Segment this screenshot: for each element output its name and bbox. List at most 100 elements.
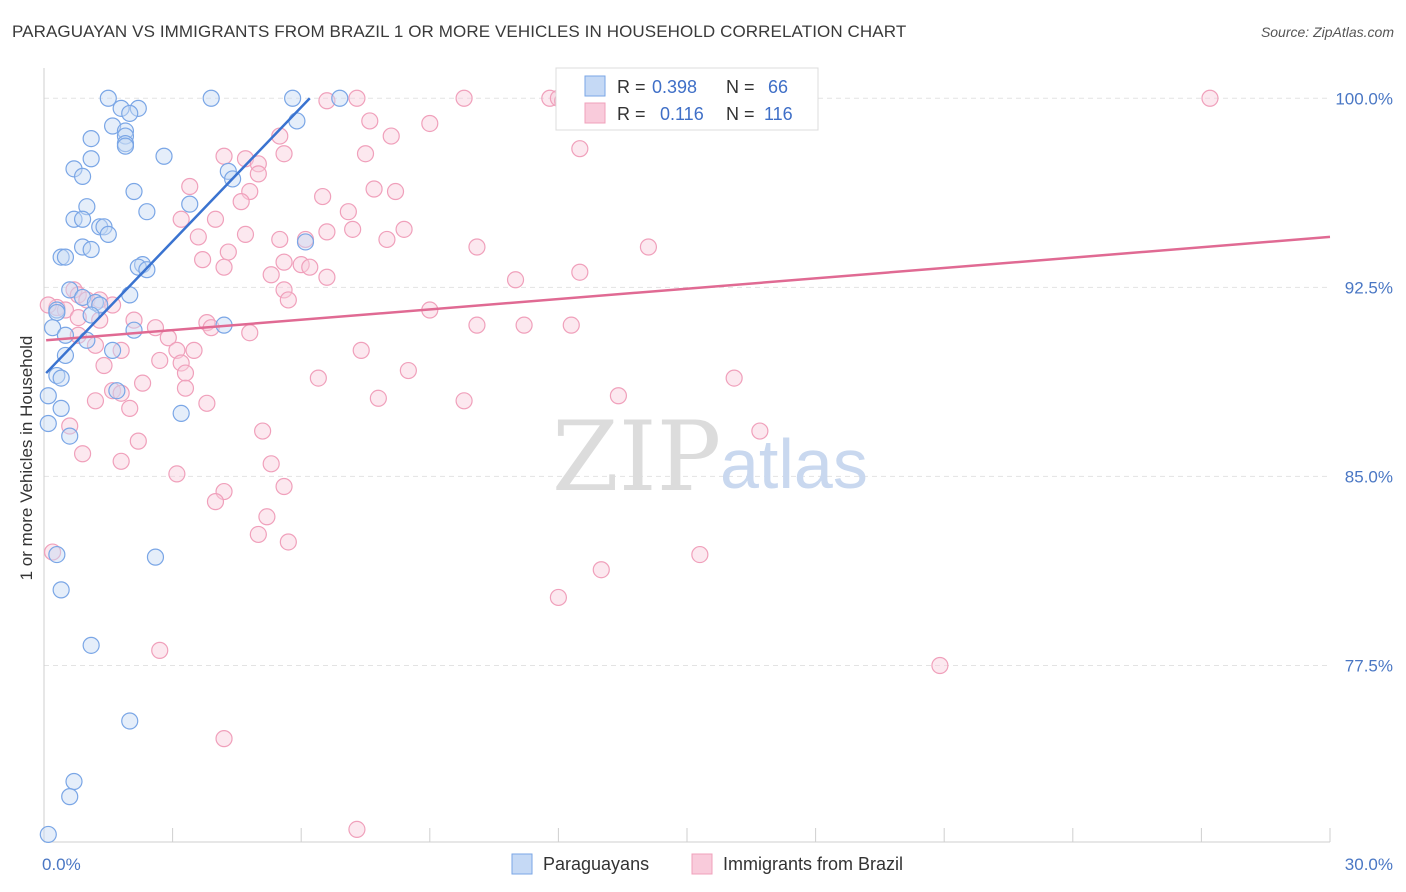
data-point: [1201, 89, 1219, 107]
data-point: [125, 311, 143, 329]
watermark-zip: ZIP: [552, 401, 721, 513]
data-point: [103, 117, 122, 135]
data-point: [275, 477, 293, 496]
data-point: [185, 341, 203, 359]
data-point: [194, 251, 212, 269]
data-point: [284, 89, 302, 107]
data-point: [56, 326, 75, 344]
data-point: [206, 493, 225, 511]
data-point: [515, 316, 533, 334]
data-point: [48, 303, 66, 322]
data-point: [378, 230, 396, 249]
data-point: [241, 324, 259, 342]
legend-swatch-blue: [584, 75, 606, 97]
data-point: [39, 387, 57, 405]
data-point: [146, 548, 165, 566]
legend-r-label-2: R =: [617, 104, 646, 124]
data-point: [386, 182, 405, 201]
chart-title: PARAGUAYAN VS IMMIGRANTS FROM BRAZIL 1 O…: [12, 22, 907, 41]
y-tick-label-0: 100.0%: [1335, 89, 1393, 108]
data-point: [73, 210, 92, 228]
data-point: [369, 389, 387, 407]
data-point: [288, 112, 306, 130]
data-point: [215, 147, 233, 165]
data-point: [348, 89, 366, 107]
data-point: [48, 545, 66, 564]
data-point: [348, 820, 366, 838]
data-point: [116, 122, 135, 140]
data-point: [751, 422, 769, 440]
data-point: [262, 455, 280, 473]
data-point: [125, 321, 143, 339]
data-point: [172, 404, 190, 423]
data-point: [121, 399, 139, 417]
data-point: [99, 89, 117, 107]
data-point: [91, 311, 109, 329]
data-point: [172, 354, 190, 372]
data-point: [82, 636, 100, 654]
data-point: [108, 382, 126, 400]
data-point: [344, 220, 362, 238]
data-point: [121, 104, 139, 122]
data-point: [314, 187, 332, 206]
data-point: [176, 379, 195, 397]
data-point: [275, 145, 293, 163]
data-point: [82, 129, 100, 148]
legend-swatch-immigrants-brazil: [691, 853, 713, 875]
data-point: [86, 392, 105, 410]
data-point: [189, 228, 207, 246]
trend-lines: [45, 97, 1331, 374]
data-point: [39, 414, 57, 433]
legend-n-label-2: N =: [726, 104, 755, 124]
source-credit: Source: ZipAtlas.com: [1260, 24, 1394, 40]
data-point: [112, 99, 130, 117]
y-tick-label-3: 77.5%: [1345, 657, 1393, 676]
data-point: [56, 346, 75, 365]
data-point: [339, 203, 357, 221]
data-point: [172, 210, 190, 228]
data-point: [455, 392, 473, 410]
data-point: [43, 319, 62, 337]
legend-swatch-pink: [584, 102, 606, 124]
data-point: [202, 89, 220, 107]
data-point: [95, 356, 113, 375]
data-point: [382, 127, 400, 145]
data-point: [271, 230, 289, 249]
legend-label-paraguayans: Paraguayans: [543, 854, 649, 874]
data-point: [116, 137, 135, 155]
data-point: [931, 656, 949, 675]
data-point: [468, 238, 486, 256]
data-point: [219, 243, 237, 261]
data-point: [249, 525, 267, 544]
data-point: [78, 198, 96, 216]
data-point: [236, 225, 255, 243]
data-point: [215, 258, 233, 276]
data-point: [468, 316, 486, 334]
watermark-atlas: atlas: [720, 425, 868, 503]
data-point: [61, 427, 79, 445]
data-point: [301, 258, 319, 276]
x-tick-label-0: 0.0%: [42, 855, 81, 874]
data-point: [421, 114, 439, 133]
data-point: [125, 182, 143, 201]
data-point: [112, 452, 130, 470]
legend-swatch-paraguayans: [511, 853, 533, 875]
data-point: [61, 281, 79, 299]
data-point: [562, 316, 580, 334]
data-point: [181, 177, 199, 196]
data-point: [455, 89, 473, 107]
data-point: [356, 145, 375, 163]
data-point: [151, 351, 169, 370]
data-point: [309, 369, 327, 387]
data-point: [639, 238, 658, 256]
legend-n-label-1: N =: [726, 77, 755, 97]
data-point: [121, 712, 139, 730]
data-point: [399, 361, 417, 380]
data-point: [129, 432, 147, 450]
data-point: [151, 641, 169, 659]
trend-line-paraguayans: [45, 97, 311, 374]
data-point: [691, 545, 709, 564]
data-point: [725, 369, 743, 387]
data-point: [65, 772, 83, 791]
data-point: [82, 306, 100, 324]
